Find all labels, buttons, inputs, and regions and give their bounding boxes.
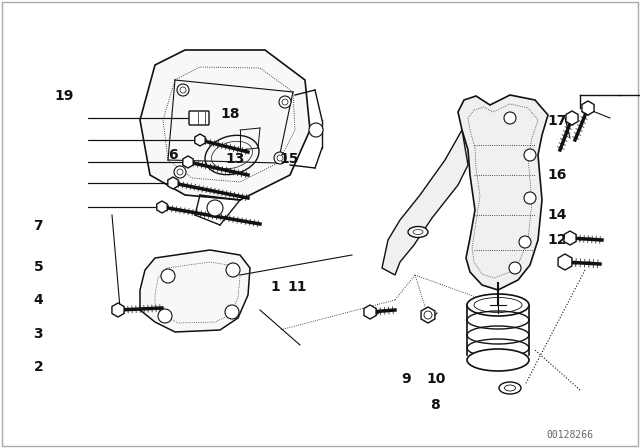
Text: 9: 9 [401, 371, 412, 386]
Circle shape [309, 123, 323, 137]
Ellipse shape [467, 349, 529, 371]
Text: 00128266: 00128266 [547, 430, 593, 440]
Circle shape [207, 200, 223, 216]
Text: 5: 5 [33, 259, 44, 274]
Text: 16: 16 [547, 168, 566, 182]
Circle shape [274, 152, 286, 164]
Circle shape [174, 166, 186, 178]
Text: 3: 3 [33, 327, 44, 341]
Text: 19: 19 [54, 89, 74, 103]
Text: 2: 2 [33, 360, 44, 375]
Circle shape [177, 84, 189, 96]
Circle shape [524, 192, 536, 204]
Text: 10: 10 [427, 371, 446, 386]
Polygon shape [195, 134, 205, 146]
Polygon shape [168, 177, 178, 189]
Text: 11: 11 [288, 280, 307, 294]
Polygon shape [558, 254, 572, 270]
Ellipse shape [408, 227, 428, 237]
Circle shape [504, 112, 516, 124]
Text: 7: 7 [33, 219, 44, 233]
Polygon shape [140, 50, 310, 200]
Circle shape [158, 309, 172, 323]
Polygon shape [458, 95, 548, 290]
Text: 4: 4 [33, 293, 44, 307]
Circle shape [524, 149, 536, 161]
Ellipse shape [467, 294, 529, 316]
Circle shape [161, 269, 175, 283]
Text: 1: 1 [270, 280, 280, 294]
Circle shape [226, 263, 240, 277]
Polygon shape [582, 101, 594, 115]
Polygon shape [382, 130, 468, 275]
Polygon shape [140, 250, 250, 332]
Polygon shape [112, 303, 124, 317]
Ellipse shape [499, 382, 521, 394]
Polygon shape [157, 201, 167, 213]
Polygon shape [564, 231, 576, 245]
Circle shape [509, 262, 521, 274]
Text: 14: 14 [547, 208, 566, 222]
Text: 8: 8 [430, 398, 440, 413]
Circle shape [519, 236, 531, 248]
Polygon shape [183, 156, 193, 168]
Text: 12: 12 [547, 233, 566, 247]
Text: 6: 6 [168, 147, 178, 162]
FancyBboxPatch shape [189, 111, 209, 125]
Polygon shape [364, 305, 376, 319]
Text: 18: 18 [221, 107, 240, 121]
Circle shape [279, 96, 291, 108]
Polygon shape [421, 307, 435, 323]
Text: 17: 17 [547, 114, 566, 128]
Polygon shape [566, 111, 578, 125]
Circle shape [225, 305, 239, 319]
Text: 13: 13 [226, 152, 245, 166]
Text: 15: 15 [280, 152, 299, 166]
